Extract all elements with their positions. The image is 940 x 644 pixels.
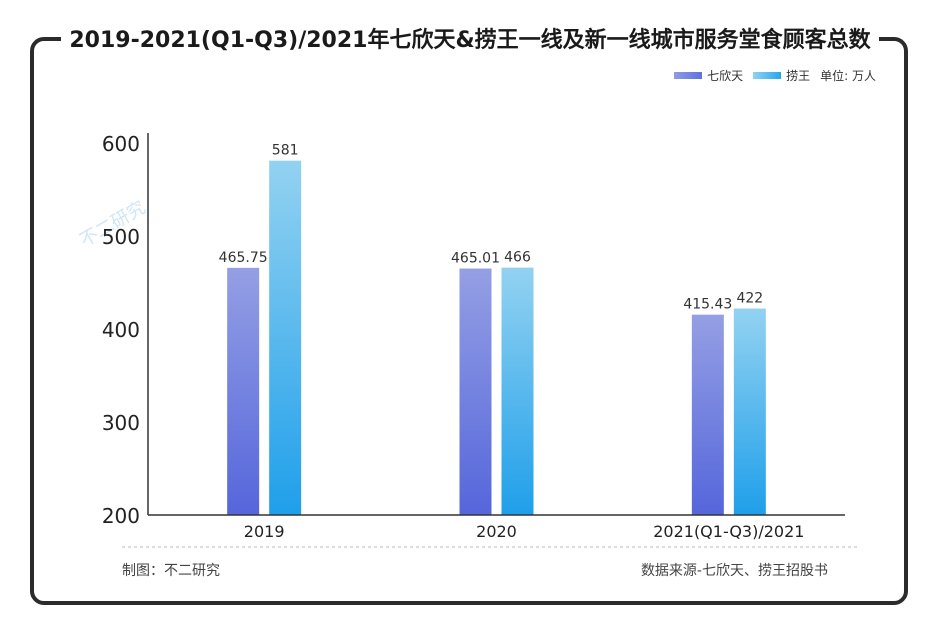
data-label: 466 [504, 250, 531, 266]
x-tick-label: 2021(Q1-Q3)/2021 [653, 522, 804, 541]
y-tick-label: 500 [102, 225, 140, 249]
chart-title-wrap: 2019-2021(Q1-Q3)/2021年七欣天&捞王一线及新一线城市服务堂食… [0, 22, 940, 54]
legend-item-series2: 捞王 [753, 67, 810, 84]
bar-1 [227, 267, 260, 515]
unit-label: 单位: 万人 [820, 69, 876, 83]
x-axis: 2019 2020 2021(Q1-Q3)/2021 [122, 514, 858, 548]
bar-1 [459, 268, 492, 515]
bar-1 [691, 314, 724, 515]
data-label: 415.43 [683, 297, 732, 313]
y-tick-label: 400 [102, 318, 140, 342]
y-tick-label: 300 [102, 411, 140, 435]
data-label: 465.75 [219, 250, 268, 266]
legend-label-series2: 捞王 [786, 69, 811, 83]
x-tick-label: 2019 [244, 522, 285, 541]
legend-swatch-series2 [753, 72, 782, 79]
y-axis: 200 300 400 500 600 [102, 132, 149, 528]
bar-2 [733, 308, 766, 515]
footer-maker: 制图：不二研究 [122, 563, 220, 579]
x-tick-label: 2020 [476, 522, 517, 541]
legend-item-series1: 七欣天 [674, 67, 743, 84]
y-tick-label: 600 [102, 132, 140, 156]
y-tick-label: 200 [102, 504, 140, 528]
bar-2 [501, 267, 534, 515]
data-label: 465.01 [451, 251, 500, 267]
legend-label-series1: 七欣天 [707, 69, 744, 83]
footer-source: 数据来源-七欣天、捞王招股书 [640, 563, 828, 579]
bars: 465.75 581 465.01 466 415.43 422 [219, 143, 766, 516]
chart-title: 2019-2021(Q1-Q3)/2021年七欣天&捞王一线及新一线城市服务堂食… [61, 22, 879, 54]
legend-swatch-series1 [674, 72, 703, 79]
data-label: 581 [272, 143, 299, 159]
bar-2 [269, 160, 302, 516]
data-label: 422 [736, 291, 763, 307]
legend: 七欣天 捞王 单位: 万人 [674, 67, 876, 84]
